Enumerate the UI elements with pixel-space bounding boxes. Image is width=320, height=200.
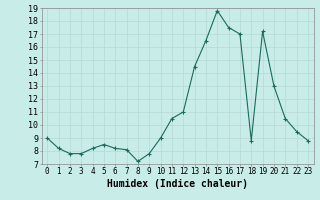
X-axis label: Humidex (Indice chaleur): Humidex (Indice chaleur): [107, 179, 248, 189]
